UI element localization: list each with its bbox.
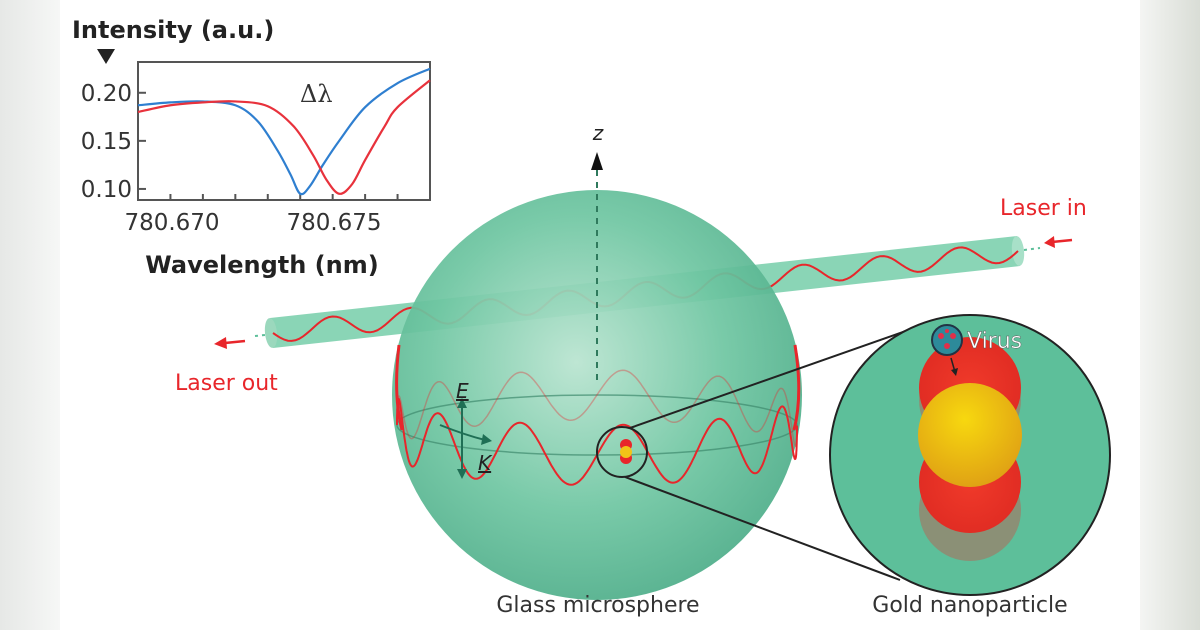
laser-in-arrow (1051, 238, 1073, 244)
left-margin (0, 0, 60, 630)
laser-out-arrow (224, 339, 246, 345)
x-tick-label: 780.670 (124, 210, 219, 236)
laser-out-arrowhead-icon (214, 337, 227, 349)
virus-icon (931, 324, 963, 356)
x-tick-label: 780.675 (286, 210, 381, 236)
magnifier-circle (596, 426, 648, 478)
series-line-red (137, 79, 431, 195)
zoom-line-bottom (624, 476, 901, 581)
whispering-gallery-wave-back (396, 369, 798, 448)
right-margin (1140, 0, 1200, 630)
y-tick-label: 0.20 (81, 81, 132, 107)
k-vector-arrow (439, 424, 486, 441)
wave-edge-left (395, 344, 404, 431)
laser-out-label: Laser out (175, 371, 278, 396)
x-axis-label: Wavelength (nm) (145, 251, 378, 279)
nanoparticle-small (620, 439, 632, 464)
delta-lambda-annotation: Δλ (300, 80, 333, 108)
zoom-line-top (629, 325, 921, 429)
e-arrowheads-icon (457, 398, 467, 479)
curves (137, 67, 431, 196)
y-tick-label: 0.15 (81, 129, 132, 155)
triangle-marker-icon (97, 49, 115, 64)
z-arrow-icon (591, 152, 603, 170)
gold-nanoparticle (918, 383, 1022, 487)
spectrum-chart: Intensity (a.u.) Δλ 0.20 0.15 0.10 780.6… (72, 16, 431, 279)
nanoparticle-inset: Virus (829, 314, 1111, 596)
virus-arrow-icon (951, 368, 958, 376)
z-axis-label: z (592, 121, 604, 145)
virus-label: Virus (967, 329, 1022, 354)
k-arrowhead-icon (481, 434, 492, 445)
plot-frame (137, 61, 431, 201)
laser-in-arrowhead-icon (1044, 236, 1055, 248)
k-label: K (478, 451, 493, 475)
ticks (138, 91, 399, 200)
nanoparticle-caption: Gold nanoparticle (872, 593, 1067, 618)
y-axis-label: Intensity (a.u.) (72, 16, 274, 44)
e-label: E (456, 379, 469, 403)
wave-edge-right (792, 344, 801, 431)
laser-in-label: Laser in (1000, 196, 1087, 221)
y-tick-label: 0.10 (81, 177, 132, 203)
sphere-caption: Glass microsphere (496, 593, 699, 618)
